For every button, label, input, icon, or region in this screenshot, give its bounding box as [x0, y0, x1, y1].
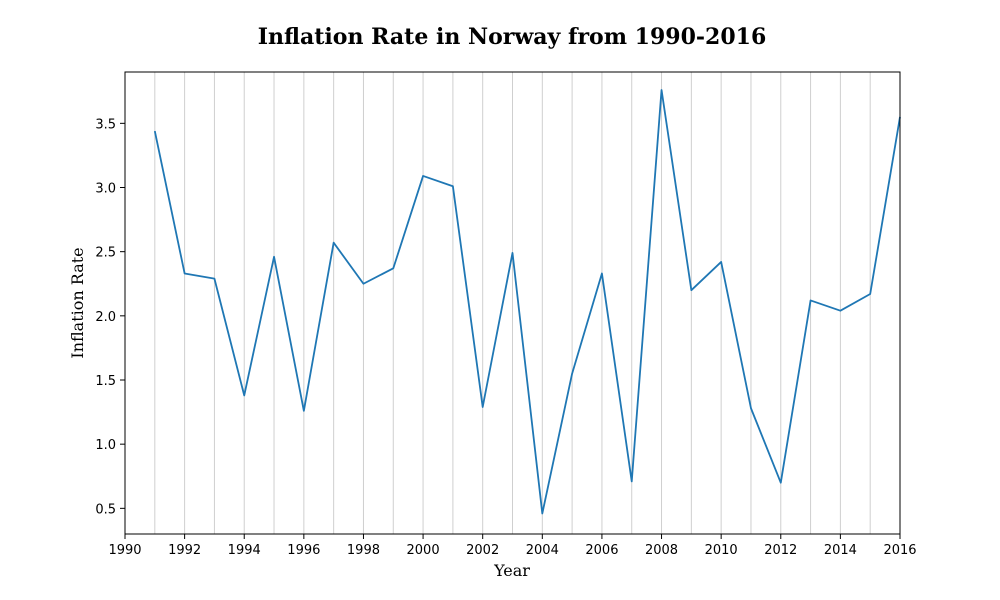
x-tick-label: 2016: [883, 543, 916, 558]
x-tick-label: 1994: [228, 543, 261, 558]
y-axis: 0.5 1.0 1.5 2.0 2.5 3.0 3.5: [95, 117, 125, 517]
plot-frame: [124, 71, 901, 535]
x-tick-label: 1996: [287, 543, 320, 558]
chart-title: Inflation Rate in Norway from 1990-2016: [258, 24, 767, 50]
x-tick-label: 2012: [764, 543, 797, 558]
y-tick-label: 2.5: [95, 246, 116, 261]
x-tick-label: 2002: [466, 543, 499, 558]
x-tick-label: 2014: [824, 543, 857, 558]
x-tick-label: 1998: [347, 543, 380, 558]
y-tick-label: 3.5: [95, 117, 116, 132]
y-tick-label: 3.0: [95, 182, 116, 197]
x-axis-label: Year: [493, 561, 530, 580]
x-tick-label: 2010: [705, 543, 738, 558]
series-layer: [153, 89, 901, 515]
y-axis-label: Inflation Rate: [68, 247, 87, 358]
y-tick-label: 0.5: [95, 502, 116, 517]
x-tick-label: 2008: [645, 543, 678, 558]
x-tick-label: 1992: [168, 543, 201, 558]
x-tick-label: 2006: [585, 543, 618, 558]
y-tick-label: 1.0: [95, 438, 116, 453]
x-tick-label: 2004: [526, 543, 559, 558]
y-tick-label: 2.0: [95, 310, 116, 325]
grid: [124, 72, 901, 534]
y-tick-label: 1.5: [95, 374, 116, 389]
series-line: [153, 89, 901, 515]
x-tick-label: 1990: [108, 543, 141, 558]
x-axis: 1990 1992 1994 1996 1998 2000 2002 2004 2006 2008…: [108, 534, 917, 558]
x-tick-label: 2000: [407, 543, 440, 558]
